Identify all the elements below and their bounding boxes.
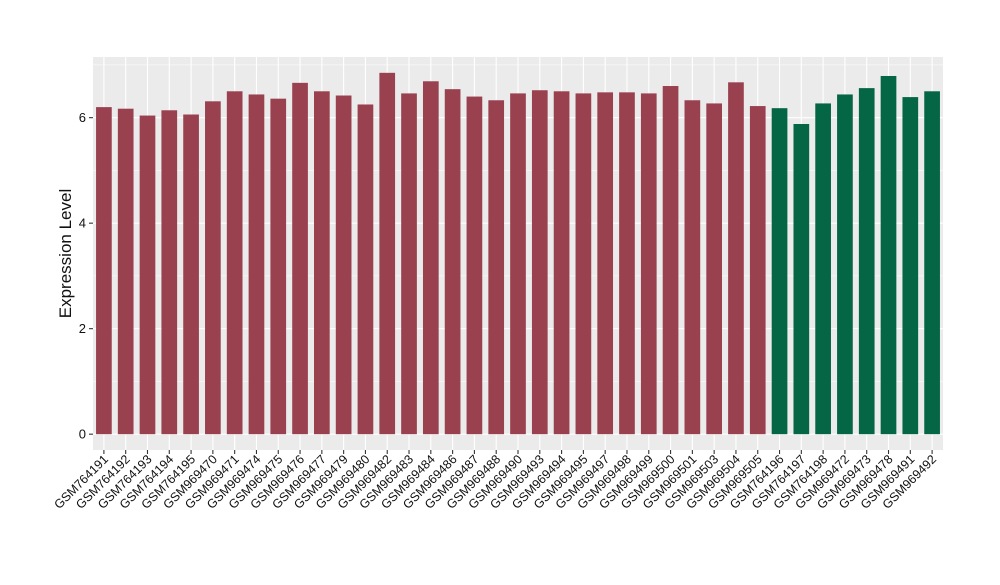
bar-GSM969474 <box>248 94 265 435</box>
y-tick-label: 2 <box>79 321 86 336</box>
bar-GSM764195 <box>183 114 199 435</box>
bar-GSM969484 <box>422 81 439 435</box>
bar-GSM969498 <box>619 92 635 435</box>
bar-GSM969494 <box>553 91 570 435</box>
bar-GSM969480 <box>357 104 374 435</box>
bar-GSM969471 <box>226 91 243 435</box>
bar-GSM969499 <box>640 93 657 435</box>
bar-GSM969486 <box>444 89 461 435</box>
y-tick-label: 0 <box>79 427 86 442</box>
bar-GSM969483 <box>401 93 417 435</box>
bar-GSM969504 <box>728 82 744 435</box>
bar-GSM764198 <box>815 103 831 435</box>
bar-GSM969482 <box>379 72 396 435</box>
y-axis-label: Expression Level <box>56 189 75 318</box>
bar-GSM969503 <box>706 103 722 435</box>
bar-GSM969477 <box>314 91 330 435</box>
bar-GSM764196 <box>771 108 788 435</box>
bar-GSM969500 <box>662 86 679 435</box>
bar-GSM764197 <box>793 123 810 435</box>
bar-GSM969492 <box>924 91 940 435</box>
bar-GSM969487 <box>466 96 483 435</box>
bars <box>96 72 940 435</box>
bar-GSM969495 <box>575 93 592 435</box>
bar-GSM969490 <box>510 93 526 435</box>
bar-GSM764191 <box>96 107 112 435</box>
bar-GSM969479 <box>335 95 352 435</box>
bar-GSM969472 <box>837 94 853 435</box>
bar-GSM969505 <box>749 106 766 435</box>
bar-GSM969491 <box>902 97 919 435</box>
bar-GSM969473 <box>858 88 875 435</box>
y-axis: 0 2 4 6 <box>79 110 93 442</box>
y-tick-label: 6 <box>79 110 86 125</box>
bar-GSM969476 <box>292 82 308 435</box>
x-axis: GSM764191GSM764192GSM764193GSM764194GSM7… <box>51 450 939 512</box>
bar-GSM764193 <box>139 115 156 435</box>
bar-GSM969475 <box>270 98 287 435</box>
bar-GSM969478 <box>880 75 897 435</box>
bar-GSM969470 <box>205 101 221 435</box>
bar-GSM969497 <box>597 92 614 435</box>
bar-GSM969501 <box>684 100 701 435</box>
y-tick-label: 4 <box>79 216 86 231</box>
bar-GSM969493 <box>531 90 548 435</box>
bar-GSM764192 <box>117 108 134 435</box>
bar-GSM969488 <box>488 100 505 435</box>
bar-GSM764194 <box>161 110 178 435</box>
